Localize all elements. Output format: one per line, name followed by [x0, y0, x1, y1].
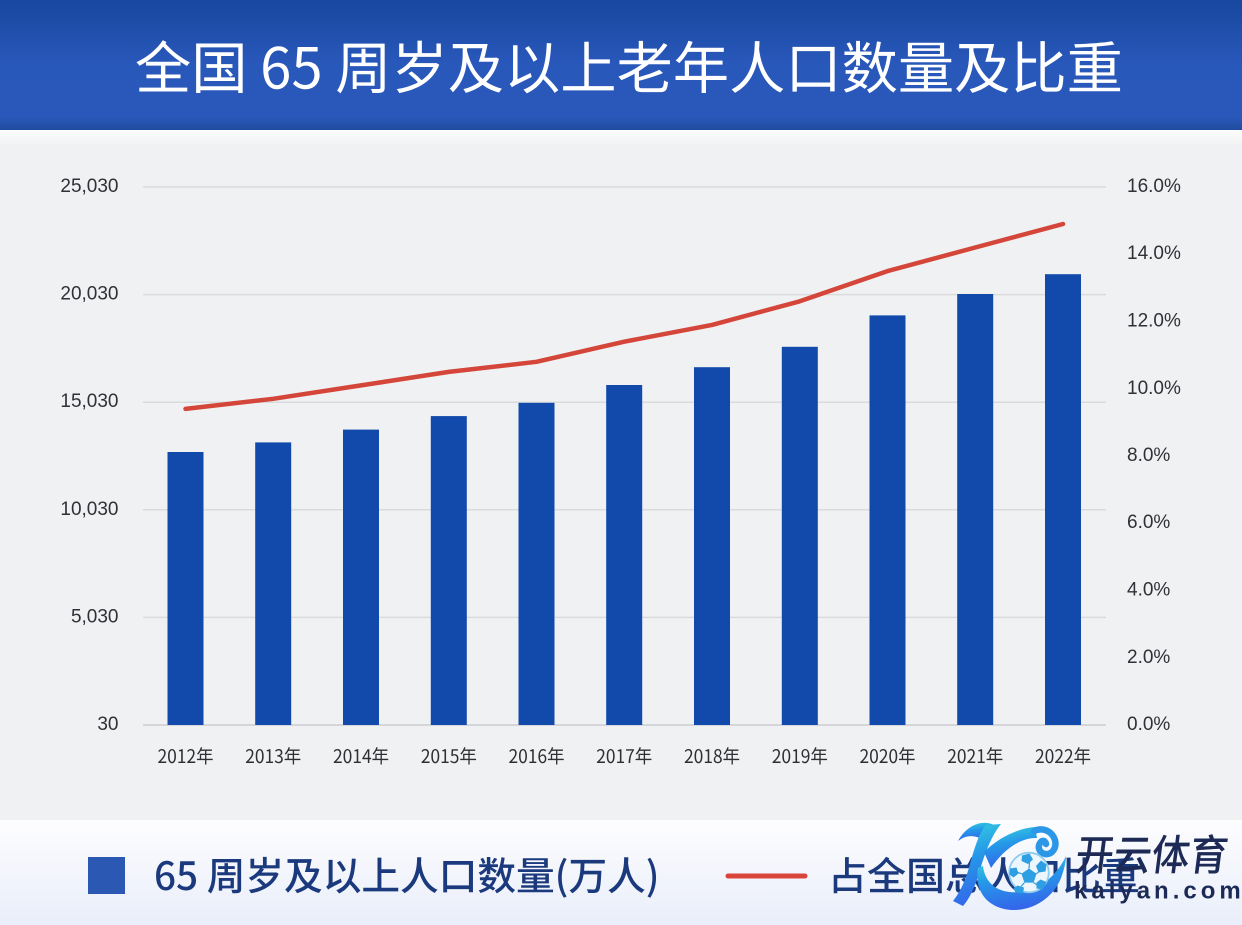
svg-text:16.0%: 16.0% [1127, 176, 1181, 197]
svg-text:8.0%: 8.0% [1127, 445, 1170, 466]
svg-text:20,030: 20,030 [60, 284, 118, 305]
svg-text:2.0%: 2.0% [1127, 647, 1170, 668]
svg-text:15,030: 15,030 [60, 391, 118, 412]
svg-text:0.0%: 0.0% [1127, 714, 1170, 735]
svg-text:12.0%: 12.0% [1127, 311, 1181, 332]
svg-text:10.0%: 10.0% [1127, 378, 1181, 399]
svg-text:kaiyan.com: kaiyan.com [1074, 878, 1242, 905]
svg-text:14.0%: 14.0% [1127, 243, 1181, 264]
svg-text:4.0%: 4.0% [1127, 580, 1170, 601]
svg-text:6.0%: 6.0% [1127, 512, 1170, 533]
svg-text:25,030: 25,030 [60, 176, 118, 197]
svg-text:10,030: 10,030 [60, 499, 118, 520]
svg-text:30: 30 [97, 714, 118, 735]
svg-text:5,030: 5,030 [71, 606, 119, 627]
